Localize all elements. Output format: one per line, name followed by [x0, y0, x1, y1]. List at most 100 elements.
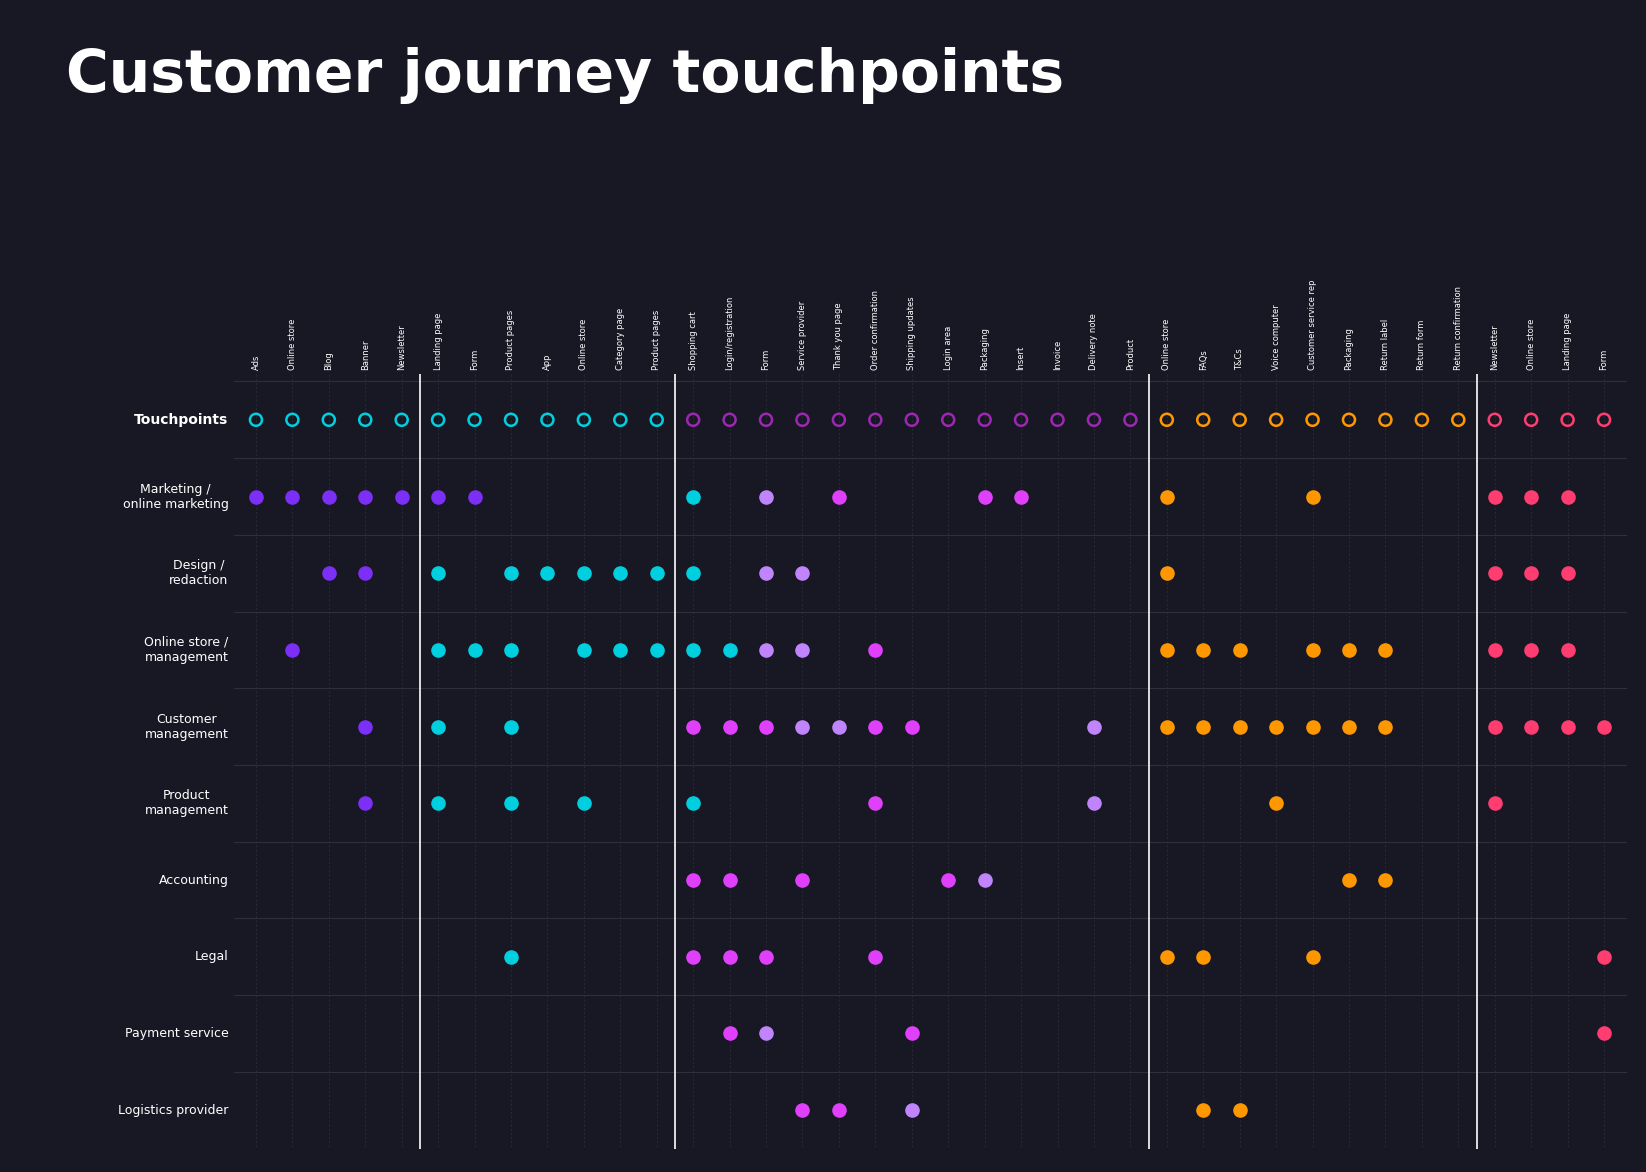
Text: Form: Form: [471, 349, 479, 370]
Point: [1592, 947, 1618, 966]
Point: [790, 564, 816, 582]
Text: Payment service: Payment service: [125, 1027, 229, 1040]
Point: [1592, 1024, 1618, 1043]
Point: [1118, 410, 1144, 429]
Point: [1190, 641, 1216, 660]
Point: [826, 410, 853, 429]
Point: [971, 410, 997, 429]
Point: [571, 793, 597, 812]
Point: [425, 564, 451, 582]
Text: Form: Form: [1600, 349, 1608, 370]
Point: [899, 1024, 925, 1043]
Point: [1262, 410, 1289, 429]
Point: [752, 564, 779, 582]
Text: Login area: Login area: [943, 326, 953, 370]
Point: [425, 410, 451, 429]
Point: [1554, 410, 1580, 429]
Text: Shipping updates: Shipping updates: [907, 297, 917, 370]
Point: [535, 564, 561, 582]
Text: Accounting: Accounting: [158, 873, 229, 886]
Text: Landing page: Landing page: [1564, 313, 1572, 370]
Point: [497, 947, 523, 966]
Point: [752, 410, 779, 429]
Point: [680, 410, 706, 429]
Point: [1481, 641, 1508, 660]
Point: [1044, 410, 1070, 429]
Point: [863, 947, 889, 966]
Point: [716, 717, 742, 736]
Point: [1592, 410, 1618, 429]
Point: [1262, 717, 1289, 736]
Point: [716, 410, 742, 429]
Point: [1299, 717, 1325, 736]
Point: [425, 793, 451, 812]
Text: Logistics provider: Logistics provider: [119, 1104, 229, 1117]
Point: [316, 564, 342, 582]
Point: [863, 793, 889, 812]
Text: Landing page: Landing page: [433, 313, 443, 370]
Point: [280, 488, 306, 506]
Point: [1373, 871, 1399, 890]
Text: Invoice: Invoice: [1053, 340, 1062, 370]
Point: [1481, 717, 1508, 736]
Point: [242, 410, 268, 429]
Point: [826, 1101, 853, 1119]
Text: Online store: Online store: [1527, 319, 1536, 370]
Text: Form: Form: [762, 349, 770, 370]
Point: [1154, 488, 1180, 506]
Point: [571, 410, 597, 429]
Point: [1190, 1101, 1216, 1119]
Text: Online store: Online store: [288, 319, 296, 370]
Point: [352, 488, 379, 506]
Point: [1154, 947, 1180, 966]
Point: [1481, 564, 1508, 582]
Point: [352, 717, 379, 736]
Point: [425, 488, 451, 506]
Point: [1299, 410, 1325, 429]
Point: [497, 564, 523, 582]
Text: Thank you page: Thank you page: [835, 302, 843, 370]
Text: App: App: [543, 354, 551, 370]
Point: [1226, 1101, 1253, 1119]
Point: [1445, 410, 1472, 429]
Point: [644, 641, 670, 660]
Point: [1226, 717, 1253, 736]
Point: [388, 488, 415, 506]
Point: [680, 947, 706, 966]
Text: T&Cs: T&Cs: [1234, 348, 1244, 370]
Text: Ads: Ads: [252, 355, 260, 370]
Text: FAQs: FAQs: [1198, 349, 1208, 370]
Point: [790, 641, 816, 660]
Point: [1518, 564, 1544, 582]
Point: [461, 488, 487, 506]
Point: [571, 641, 597, 660]
Text: Login/registration: Login/registration: [726, 295, 734, 370]
Point: [535, 410, 561, 429]
Text: Return form: Return form: [1417, 320, 1427, 370]
Point: [1337, 641, 1363, 660]
Point: [680, 717, 706, 736]
Text: Packaging: Packaging: [979, 327, 989, 370]
Point: [1337, 871, 1363, 890]
Point: [497, 793, 523, 812]
Point: [790, 871, 816, 890]
Point: [899, 717, 925, 736]
Point: [716, 1024, 742, 1043]
Text: Banner: Banner: [360, 340, 370, 370]
Text: Newsletter: Newsletter: [397, 325, 407, 370]
Text: Return confirmation: Return confirmation: [1453, 286, 1463, 370]
Point: [716, 871, 742, 890]
Text: Customer
management: Customer management: [145, 713, 229, 741]
Point: [1299, 641, 1325, 660]
Point: [1262, 793, 1289, 812]
Point: [790, 717, 816, 736]
Point: [1154, 564, 1180, 582]
Point: [1373, 717, 1399, 736]
Point: [1337, 410, 1363, 429]
Point: [352, 564, 379, 582]
Point: [1337, 717, 1363, 736]
Point: [1226, 641, 1253, 660]
Point: [1007, 488, 1034, 506]
Point: [1007, 410, 1034, 429]
Point: [1554, 488, 1580, 506]
